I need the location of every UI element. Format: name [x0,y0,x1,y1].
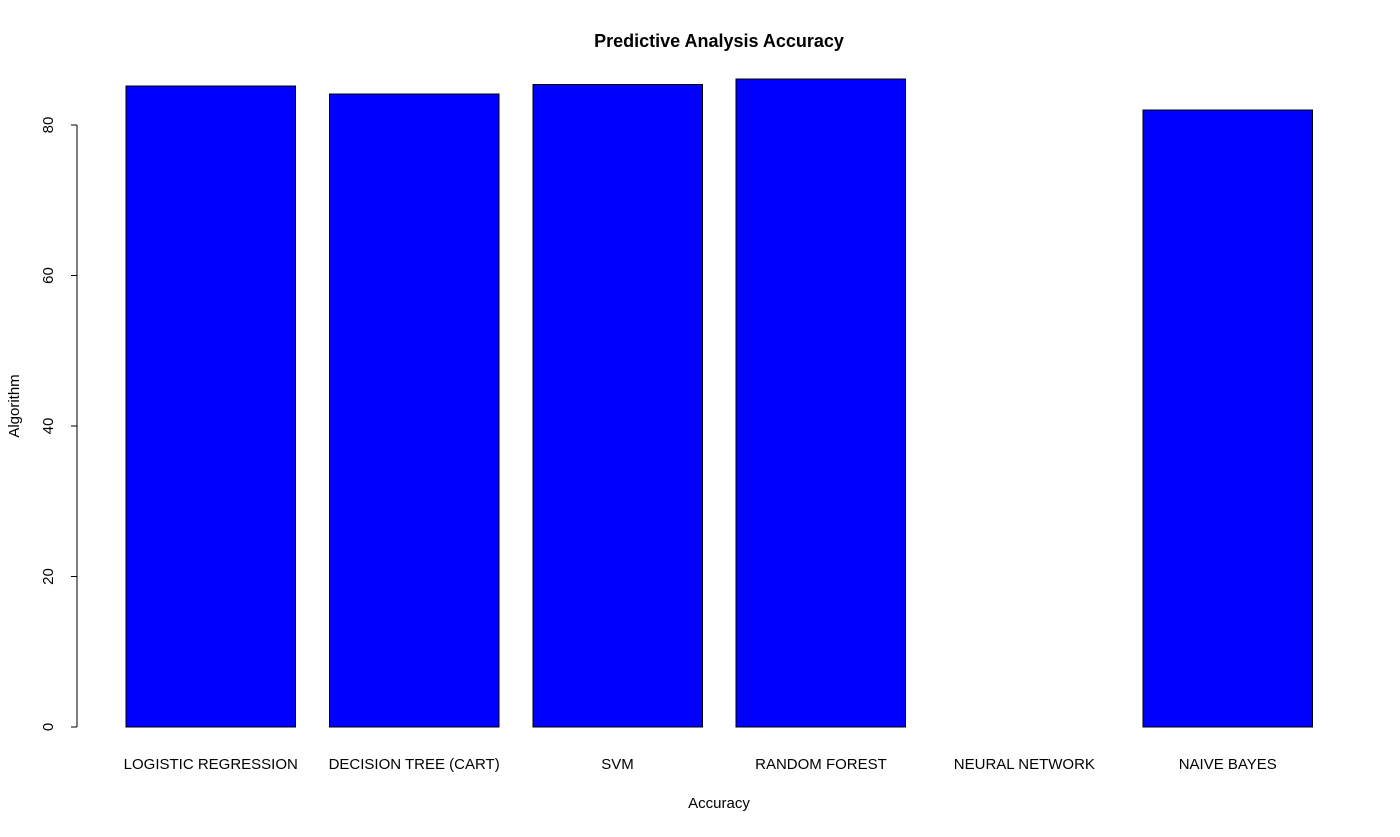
x-category-label: SVM [601,756,634,773]
bar [328,93,500,728]
bar [1142,109,1313,728]
bar [735,78,907,728]
x-axis-label: Accuracy [688,795,750,812]
y-axis-ticks: 0 20 40 60 80 [40,117,77,731]
x-category-label: NAIVE BAYES [1179,756,1277,773]
y-tick-label: 60 [40,267,57,284]
bars-group [125,78,1313,728]
x-category-label: DECISION TREE (CART) [329,756,500,773]
y-tick-label: 80 [40,117,57,134]
chart-title: Predictive Analysis Accuracy [594,31,844,51]
y-axis-label: Algorithm [6,374,23,437]
y-tick-label: 40 [40,418,57,435]
bar [125,85,296,728]
bar [532,83,703,728]
y-tick-label: 0 [40,723,57,731]
x-category-label: NEURAL NETWORK [954,756,1095,773]
y-tick-label: 20 [40,568,57,585]
x-category-label: RANDOM FOREST [755,756,887,773]
x-category-label: LOGISTIC REGRESSION [124,756,298,773]
category-labels: LOGISTIC REGRESSION DECISION TREE (CART) S… [124,756,1277,773]
